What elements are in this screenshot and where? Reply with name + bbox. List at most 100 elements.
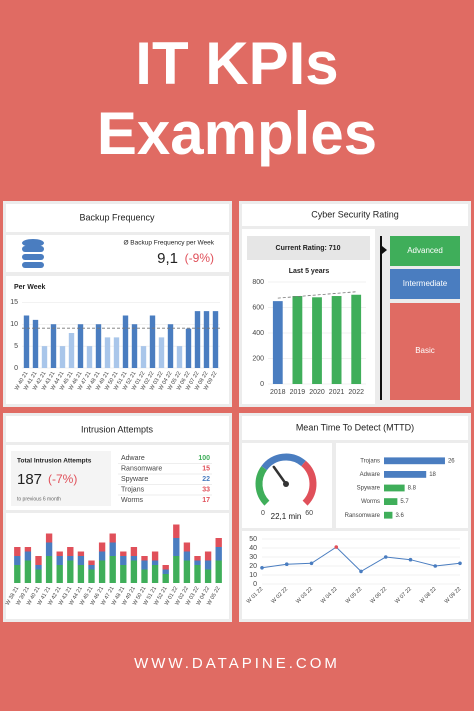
y-tick-label: 400 — [252, 330, 264, 337]
trend-line — [277, 291, 357, 299]
table-value: 33 — [202, 486, 210, 493]
point — [309, 561, 314, 566]
gauge-tick-label: 60 — [305, 510, 313, 517]
card — [6, 416, 229, 442]
bar-segment — [204, 569, 212, 583]
y-tick-label: 15 — [10, 299, 18, 306]
bar-segment — [215, 560, 222, 583]
bar-segment — [204, 551, 212, 561]
bar-segment — [98, 560, 106, 583]
bar-segment — [35, 556, 42, 565]
y-tick-label: 0 — [14, 365, 18, 372]
bar — [331, 296, 342, 384]
bar-segment — [98, 542, 106, 552]
level-label: Advanced — [407, 246, 443, 255]
bar — [59, 346, 66, 368]
bar — [113, 337, 120, 368]
gauge-arc — [255, 466, 270, 506]
bar-segment — [77, 565, 85, 583]
bar-segment — [120, 556, 127, 565]
kpi-change: (-7%) — [48, 472, 77, 486]
value-label: 5.7 — [400, 499, 409, 505]
x-tick-label: 2021 — [329, 389, 345, 396]
kpi-label: Ø Backup Frequency per Week — [123, 240, 214, 247]
level-label: Basic — [415, 346, 435, 355]
bar — [50, 324, 57, 368]
pointer — [382, 246, 387, 254]
gauge-needle — [272, 465, 288, 486]
bar-segment — [183, 560, 191, 583]
bar-segment — [120, 565, 127, 583]
bar — [77, 324, 84, 368]
card — [242, 204, 468, 226]
level-box — [390, 236, 460, 266]
bar-segment — [14, 556, 21, 565]
bar-segment — [35, 569, 42, 583]
kpi-label: Total Intrusion Attempts — [17, 458, 92, 465]
y-tick-label: 10 — [249, 572, 257, 579]
rating-box — [247, 236, 370, 260]
bar-segment — [130, 560, 138, 583]
bar — [351, 294, 362, 384]
bar-segment — [130, 547, 138, 556]
y-tick-label: 40 — [249, 545, 257, 552]
title-line-2: Examples — [97, 100, 377, 167]
bar-segment — [120, 551, 127, 556]
value-label: 26 — [448, 458, 455, 464]
bar-segment — [24, 547, 32, 552]
bar — [167, 324, 174, 368]
bar — [23, 315, 30, 368]
table-value: 22 — [202, 476, 210, 483]
bar — [158, 337, 165, 368]
y-tick-label: Ransomware — [345, 513, 381, 519]
bar — [203, 311, 210, 368]
footer: WWW.DATAPINE.COM — [134, 655, 340, 672]
table-value: 100 — [198, 455, 210, 462]
bar-segment — [173, 538, 180, 556]
point — [359, 569, 363, 574]
y-tick-label: 5 — [14, 343, 18, 350]
database-icon — [22, 239, 44, 268]
panel-title: Mean Time To Detect (MTTD) — [296, 422, 414, 432]
y-tick-label: 800 — [252, 279, 264, 286]
bar-segment — [88, 560, 95, 565]
bar-segment — [130, 556, 138, 561]
bar-segment — [67, 547, 74, 556]
bar-segment — [14, 547, 21, 556]
table-value: 15 — [202, 465, 210, 472]
y-tick-label: Worms — [361, 499, 380, 505]
bar-segment — [56, 565, 63, 583]
bar-segment — [215, 538, 222, 547]
y-tick-label: 50 — [249, 536, 257, 543]
table-name: Ransomware — [121, 465, 162, 472]
card — [6, 513, 229, 619]
table-name: Adware — [121, 455, 145, 462]
y-tick-label: 200 — [252, 355, 264, 362]
y-tick-label: Adware — [360, 472, 381, 478]
point — [433, 564, 438, 568]
bar — [194, 311, 201, 368]
table-name: Worms — [121, 497, 144, 504]
bar — [312, 297, 322, 384]
bar — [384, 511, 393, 519]
bar — [122, 315, 129, 368]
bar — [272, 301, 283, 384]
bar — [86, 346, 93, 368]
chart-title: Last 5 years — [289, 268, 330, 275]
chart-title: Per Week — [14, 284, 45, 291]
bar-segment — [14, 565, 21, 583]
bar — [140, 346, 147, 368]
bar-segment — [67, 556, 74, 561]
kpi-change: (-9%) — [185, 251, 214, 265]
value-label: 18 — [429, 472, 436, 478]
bar-segment — [88, 565, 95, 570]
bar-segment — [183, 542, 191, 552]
bar — [176, 346, 183, 368]
bar-segment — [162, 569, 169, 574]
point — [458, 561, 462, 566]
bar-segment — [183, 551, 191, 561]
bar-segment — [45, 556, 53, 583]
panel-title: Intrusion Attempts — [81, 424, 154, 434]
bar-segment — [162, 574, 169, 583]
